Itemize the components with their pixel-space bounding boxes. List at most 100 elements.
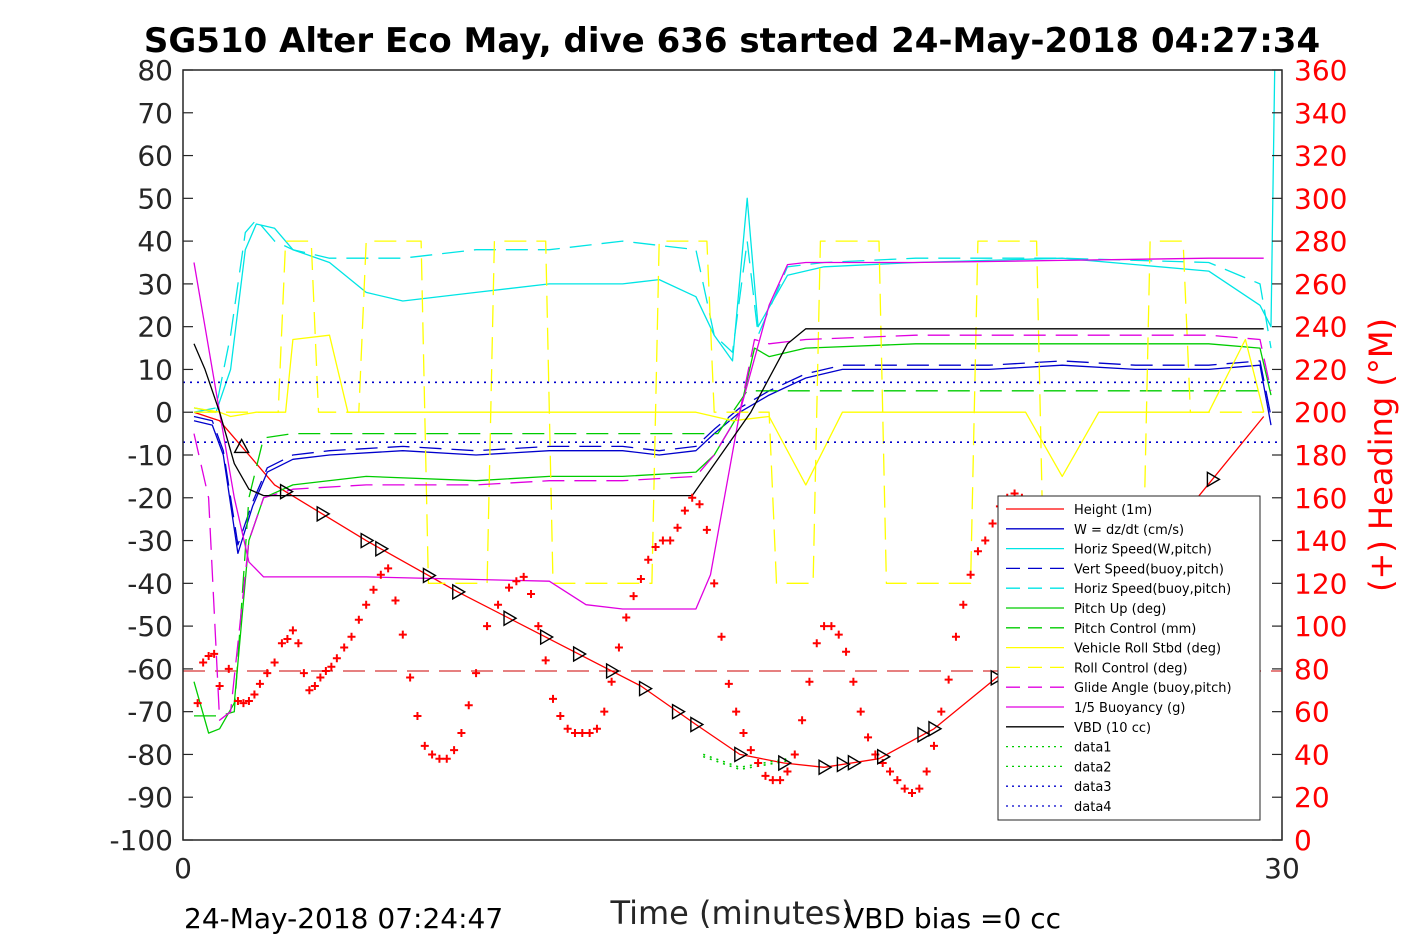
heading-point bbox=[812, 639, 821, 648]
heading-point bbox=[776, 776, 785, 785]
heading-point bbox=[376, 570, 385, 579]
left-tick-label: -80 bbox=[127, 738, 173, 771]
left-tick-label: 40 bbox=[137, 225, 173, 258]
legend-label: Pitch Up (deg) bbox=[1074, 602, 1166, 617]
right-tick-label: 40 bbox=[1294, 738, 1330, 771]
height-triangle-marker bbox=[572, 645, 588, 663]
right-tick-label: 220 bbox=[1294, 353, 1347, 386]
x-tick-label: 30 bbox=[1264, 852, 1300, 885]
heading-point bbox=[754, 759, 763, 767]
heading-point bbox=[316, 673, 325, 682]
heading-point bbox=[483, 622, 492, 631]
series-line-horiz-speed-buoy-pitch bbox=[193, 219, 1272, 413]
legend-label: W = dz/dt (cm/s) bbox=[1074, 523, 1184, 538]
left-tick-label: 20 bbox=[137, 311, 173, 344]
left-tick-label: -30 bbox=[127, 525, 173, 558]
right-tick-label: 0 bbox=[1294, 824, 1312, 857]
legend: Height (1m) W = dz/dt (cm/s) Horiz Speed(W… bbox=[997, 495, 1261, 821]
heading-point bbox=[820, 622, 829, 631]
right-tick-label: 20 bbox=[1294, 781, 1330, 814]
right-tick-label: 120 bbox=[1294, 567, 1347, 600]
legend-label: data3 bbox=[1074, 780, 1112, 795]
heading-point bbox=[472, 669, 481, 678]
right-tick-label: 300 bbox=[1294, 182, 1347, 215]
heading-point bbox=[442, 754, 451, 763]
legend-label: data1 bbox=[1074, 741, 1112, 756]
heading-point bbox=[578, 729, 587, 738]
heading-point bbox=[457, 729, 466, 738]
heading-point bbox=[299, 669, 308, 678]
heading-point bbox=[505, 583, 514, 592]
heading-point bbox=[250, 690, 259, 699]
legend-label: Vehicle Roll Stbd (deg) bbox=[1074, 642, 1221, 657]
heading-point bbox=[790, 750, 799, 759]
heading-point bbox=[310, 682, 319, 690]
heading-point bbox=[215, 682, 224, 690]
series-line-1-5-buoyancy-g bbox=[193, 257, 1264, 610]
series-line-w-dz-dt-cm-s bbox=[193, 364, 1272, 555]
right-tick-label: 140 bbox=[1294, 525, 1347, 558]
heading-point bbox=[966, 570, 975, 579]
height-triangle-marker bbox=[876, 748, 892, 765]
right-tick-label: 340 bbox=[1294, 97, 1347, 130]
series-line-horiz-speed-w-pitch bbox=[193, 69, 1276, 413]
height-triangle-marker bbox=[503, 610, 518, 627]
right-tick-label: 320 bbox=[1294, 140, 1347, 173]
heading-point bbox=[673, 523, 682, 532]
left-tick-label: 70 bbox=[137, 97, 173, 130]
heading-point bbox=[270, 658, 279, 667]
heading-point bbox=[915, 784, 924, 793]
left-tick-label: -90 bbox=[127, 781, 173, 814]
heading-point bbox=[944, 675, 953, 684]
heading-point bbox=[636, 575, 645, 584]
heading-point bbox=[398, 630, 407, 639]
right-tick-label: 360 bbox=[1294, 54, 1347, 87]
right-tick-label: 100 bbox=[1294, 610, 1347, 643]
heading-point bbox=[556, 711, 565, 720]
heading-point bbox=[332, 654, 341, 663]
heading-point bbox=[834, 630, 843, 639]
heading-point bbox=[435, 754, 444, 763]
heading-point bbox=[644, 555, 653, 564]
height-triangle-marker bbox=[375, 540, 390, 557]
height-triangle-marker bbox=[638, 680, 653, 697]
heading-point bbox=[922, 767, 931, 776]
heading-point bbox=[321, 667, 330, 676]
heading-point bbox=[233, 696, 242, 705]
heading-point bbox=[391, 596, 400, 605]
heading-point bbox=[864, 733, 873, 742]
legend-items: Height (1m) W = dz/dt (cm/s) Horiz Speed(W… bbox=[1006, 503, 1232, 815]
heading-point bbox=[450, 746, 459, 755]
heading-point bbox=[239, 699, 248, 708]
heading-point bbox=[204, 652, 213, 661]
heading-point bbox=[651, 542, 660, 551]
heading-point bbox=[413, 711, 422, 720]
height-triangle-marker bbox=[605, 662, 620, 680]
left-tick-label: 10 bbox=[137, 353, 173, 386]
heading-point bbox=[369, 585, 378, 594]
heading-point bbox=[210, 649, 219, 658]
heading-point bbox=[680, 506, 689, 515]
heading-point bbox=[527, 590, 536, 599]
legend-label: Vert Speed(buoy,pitch) bbox=[1074, 562, 1224, 577]
heading-point bbox=[688, 493, 697, 502]
left-tick-label: -60 bbox=[127, 653, 173, 686]
height-triangle-marker bbox=[778, 754, 793, 772]
heading-point bbox=[886, 767, 895, 776]
heading-point bbox=[981, 536, 990, 545]
right-y-axis-label: (+) Heading (°M) bbox=[1362, 318, 1400, 592]
heading-point bbox=[702, 525, 711, 534]
heading-point bbox=[305, 686, 314, 695]
chart-title: SG510 Alter Eco May, dive 636 started 24… bbox=[144, 21, 1320, 61]
heading-point bbox=[724, 679, 733, 688]
heading-point bbox=[695, 500, 704, 509]
heading-point bbox=[710, 579, 719, 588]
left-tick-label: -70 bbox=[127, 696, 173, 729]
heading-point bbox=[732, 707, 741, 716]
heading-point bbox=[327, 662, 336, 671]
legend-label: Horiz Speed(buoy,pitch) bbox=[1074, 582, 1231, 597]
series-line-vert-speed-buoy-pitch bbox=[193, 360, 1272, 546]
right-tick-label: 80 bbox=[1294, 653, 1330, 686]
heading-point bbox=[384, 564, 393, 573]
